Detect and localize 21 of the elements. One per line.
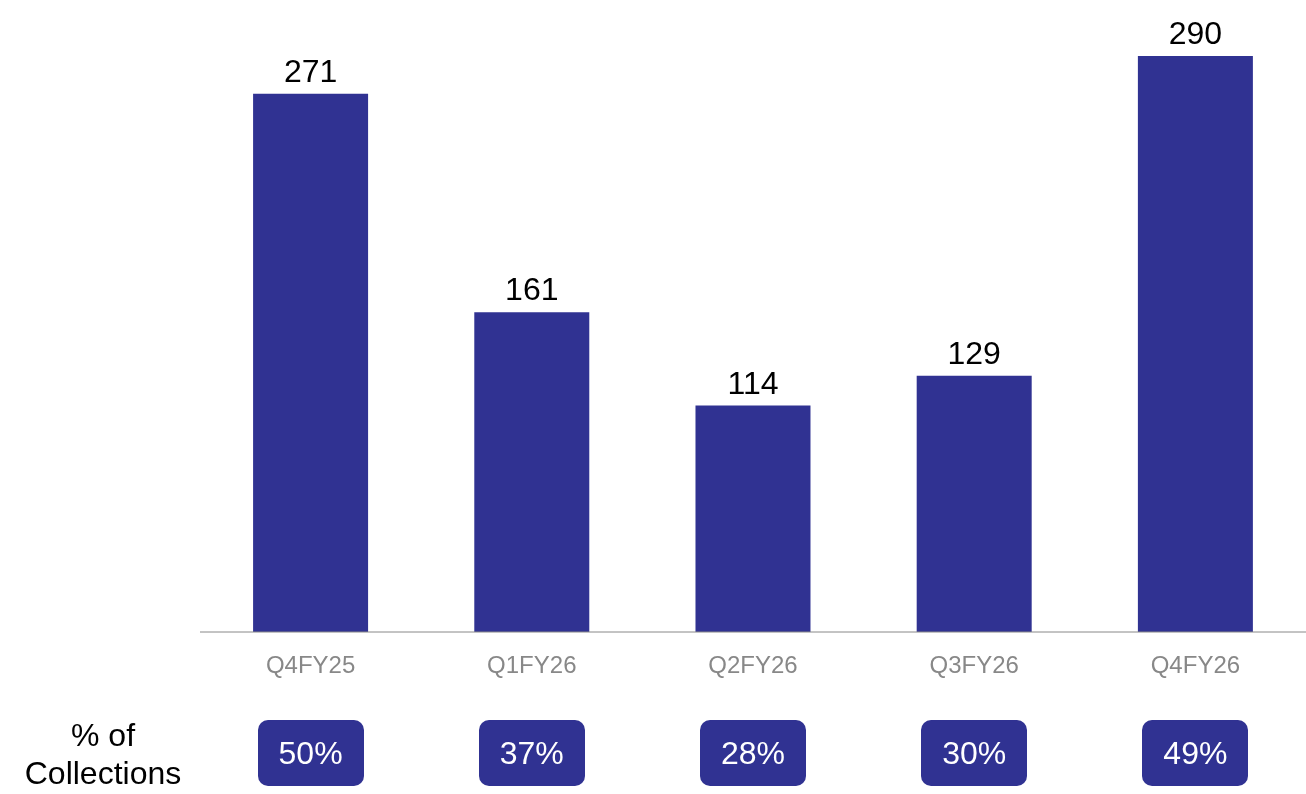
x-tick-label: Q4FY25 xyxy=(265,651,356,679)
x-tick-label: Q1FY26 xyxy=(487,651,577,679)
data-label: 161 xyxy=(505,271,559,308)
text: 30% xyxy=(921,720,1028,786)
text: 49% xyxy=(1142,720,1249,786)
data-label: 271 xyxy=(283,52,338,89)
bar xyxy=(253,93,369,632)
data-label: 129 xyxy=(947,334,1001,371)
text: 28% xyxy=(700,720,806,786)
data-label: 114 xyxy=(727,364,779,401)
text: % of Collections xyxy=(23,716,183,792)
x-tick-label: Q4FY26 xyxy=(1150,651,1241,679)
x-tick-label: Q3FY26 xyxy=(929,651,1019,679)
bar xyxy=(916,375,1032,632)
text: 37% xyxy=(478,720,585,786)
bar xyxy=(1137,56,1253,632)
x-tick-label: Q2FY26 xyxy=(708,651,798,679)
bar xyxy=(474,312,590,632)
bar xyxy=(695,405,811,632)
data-label: 290 xyxy=(1168,15,1223,51)
text: 50% xyxy=(257,720,364,786)
